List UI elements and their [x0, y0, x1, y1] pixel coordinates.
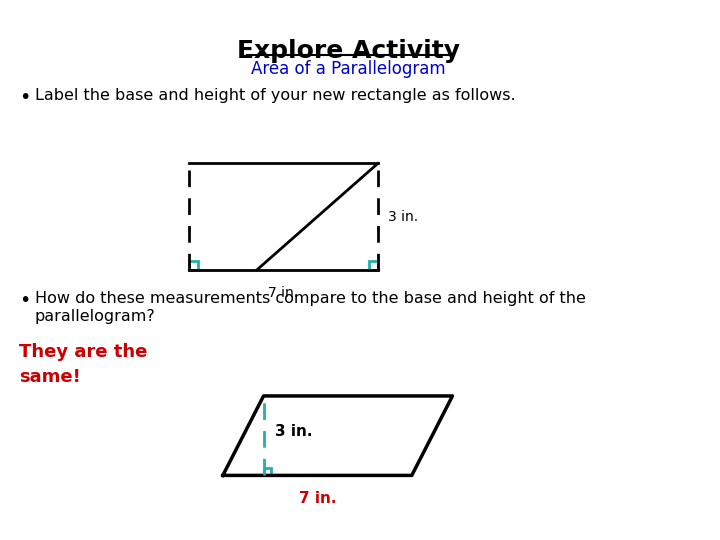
Text: They are the
same!: They are the same!	[19, 343, 148, 386]
Text: 3 in.: 3 in.	[387, 210, 418, 224]
Text: Area of a Parallelogram: Area of a Parallelogram	[251, 60, 446, 78]
Text: 7 in.: 7 in.	[269, 286, 299, 300]
Bar	[189, 261, 198, 270]
Bar	[264, 468, 271, 475]
Text: How do these measurements compare to the base and height of the: How do these measurements compare to the…	[35, 291, 586, 306]
Text: •: •	[19, 88, 31, 107]
Text: Label the base and height of your new rectangle as follows.: Label the base and height of your new re…	[35, 88, 516, 103]
Text: 3 in.: 3 in.	[275, 424, 312, 440]
Text: 7 in.: 7 in.	[299, 491, 336, 506]
Text: parallelogram?: parallelogram?	[35, 309, 156, 324]
Text: •: •	[19, 291, 31, 310]
Bar	[369, 261, 378, 270]
Text: Explore Activity: Explore Activity	[238, 39, 460, 63]
